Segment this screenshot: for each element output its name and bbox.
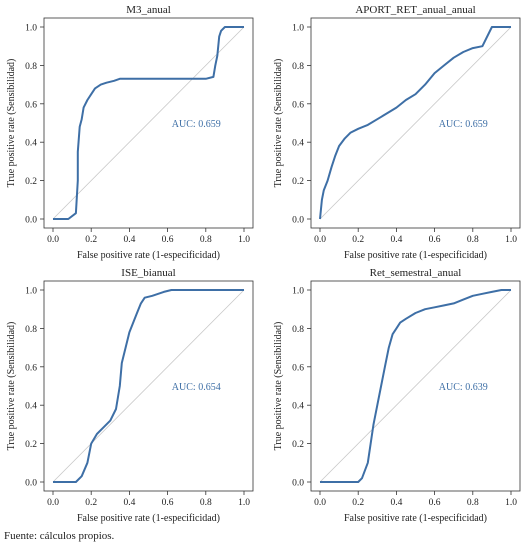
auc-annotation: AUC: 0.659	[172, 119, 221, 130]
x-tick-label: 0.6	[429, 498, 441, 508]
x-tick-label: 1.0	[238, 235, 250, 245]
x-tick-label: 0.0	[314, 498, 326, 508]
y-tick-label: 0.2	[292, 177, 304, 187]
y-tick-label: 0.6	[292, 100, 304, 110]
x-tick-label: 0.0	[47, 235, 59, 245]
auc-annotation: AUC: 0.659	[439, 119, 488, 130]
y-tick-label: 0.4	[292, 139, 304, 149]
x-tick-label: 0.2	[85, 235, 97, 245]
x-tick-label: 1.0	[505, 235, 517, 245]
plot-frame	[43, 17, 254, 229]
x-tick-label: 0.2	[352, 235, 364, 245]
y-tick-label: 0.8	[25, 62, 37, 72]
auc-annotation: AUC: 0.654	[172, 382, 221, 393]
y-tick-label: 0.0	[25, 479, 37, 489]
plot-frame	[310, 280, 521, 492]
x-tick-label: 0.0	[47, 498, 59, 508]
chart-title: Ret_semestral_anual	[370, 267, 462, 279]
x-tick-label: 0.8	[200, 235, 212, 245]
chart-title: ISE_bianual	[121, 267, 175, 279]
x-axis-label: False positive rate (1-especificidad)	[77, 513, 220, 524]
roc-curve	[320, 289, 511, 483]
y-axis-label: True positive rate (Sensibilidad)	[273, 59, 284, 188]
y-axis-label: True positive rate (Sensibilidad)	[6, 322, 17, 451]
x-tick-label: 0.8	[467, 235, 479, 245]
x-axis-label: False positive rate (1-especificidad)	[344, 250, 487, 261]
x-tick-label: 0.4	[123, 235, 135, 245]
roc-panel-2: APORT_RET_anual_anual 0.0 0.2 0.4 0.6 0.8 1.0 0…	[273, 4, 521, 261]
reference-diagonal	[319, 289, 512, 483]
roc-panel-1: M3_anual 0.0 0.2 0.4 0.6 0.8 1.0 0.0 0.2 0.4 0.6 0.…	[6, 4, 254, 261]
x-tick-label: 0.4	[123, 498, 135, 508]
source-note: Fuente: cálculos propios.	[4, 530, 115, 542]
x-tick-label: 0.8	[467, 498, 479, 508]
y-tick-label: 0.8	[25, 325, 37, 335]
x-tick-label: 0.6	[162, 235, 174, 245]
roc-curve	[319, 26, 511, 220]
y-tick-label: 1.0	[25, 287, 37, 297]
y-tick-label: 0.2	[25, 440, 37, 450]
y-tick-label: 0.4	[25, 402, 37, 412]
y-axis-label: True positive rate (Sensibilidad)	[273, 322, 284, 451]
x-tick-label: 0.4	[390, 235, 402, 245]
roc-panel-3: ISE_bianual 0.0 0.2 0.4 0.6 0.8 1.0 0.0 0.2 0.4 0.…	[6, 267, 254, 524]
roc-panel-4: Ret_semestral_anual 0.0 0.2 0.4 0.6 0.8 1.0 0.0…	[273, 267, 521, 524]
y-tick-label: 1.0	[292, 24, 304, 34]
reference-diagonal	[52, 26, 245, 220]
y-tick-label: 0.2	[292, 440, 304, 450]
x-tick-label: 0.6	[429, 235, 441, 245]
x-axis-label: False positive rate (1-especificidad)	[77, 250, 220, 261]
x-tick-label: 0.2	[352, 498, 364, 508]
chart-title: APORT_RET_anual_anual	[355, 4, 475, 16]
roc-curve	[53, 289, 244, 483]
y-tick-label: 0.6	[25, 100, 37, 110]
x-tick-label: 1.0	[505, 498, 517, 508]
auc-annotation: AUC: 0.639	[439, 382, 488, 393]
y-tick-label: 0.4	[292, 402, 304, 412]
x-tick-label: 0.4	[390, 498, 402, 508]
x-tick-label: 0.6	[162, 498, 174, 508]
chart-title: M3_anual	[126, 4, 171, 16]
y-tick-label: 0.0	[292, 216, 304, 226]
roc-curve	[53, 26, 244, 220]
y-tick-label: 0.6	[25, 363, 37, 373]
y-tick-label: 0.8	[292, 325, 304, 335]
reference-diagonal	[52, 289, 245, 483]
y-axis-label: True positive rate (Sensibilidad)	[6, 59, 17, 188]
y-tick-label: 0.0	[25, 216, 37, 226]
x-tick-label: 1.0	[238, 498, 250, 508]
x-axis-label: False positive rate (1-especificidad)	[344, 513, 487, 524]
y-tick-label: 1.0	[292, 287, 304, 297]
reference-diagonal	[319, 26, 512, 220]
y-tick-label: 0.0	[292, 479, 304, 489]
x-tick-label: 0.0	[314, 235, 326, 245]
y-tick-label: 0.8	[292, 62, 304, 72]
plot-frame	[310, 17, 521, 229]
y-tick-label: 0.2	[25, 177, 37, 187]
x-tick-label: 0.8	[200, 498, 212, 508]
y-tick-label: 0.4	[25, 139, 37, 149]
plot-frame	[43, 280, 254, 492]
y-tick-label: 1.0	[25, 24, 37, 34]
x-tick-label: 0.2	[85, 498, 97, 508]
y-tick-label: 0.6	[292, 363, 304, 373]
